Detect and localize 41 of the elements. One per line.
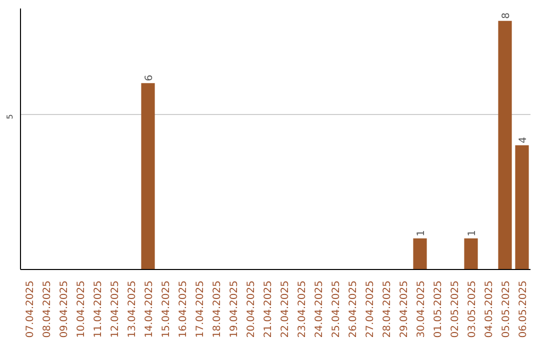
x-tick-label: 05.05.2025 [501,280,512,338]
y-tick-label: 5 [6,114,14,120]
x-tick-label: 28.04.2025 [382,280,393,338]
x-tick-label: 30.04.2025 [416,280,427,338]
x-tick-label: 15.04.2025 [161,280,172,338]
x-tick-label: 20.04.2025 [246,280,257,338]
x-tick-label: 29.04.2025 [399,280,410,338]
x-tick-label: 03.05.2025 [467,280,478,338]
bar [413,238,427,270]
bar [498,20,512,270]
data-label: 6 [144,74,155,82]
bar [515,145,529,270]
x-tick-label: 18.04.2025 [212,280,223,338]
x-tick-label: 14.04.2025 [144,280,155,338]
data-label: 4 [518,136,529,144]
x-tick-label: 24.04.2025 [314,280,325,338]
x-tick-label: 19.04.2025 [229,280,240,338]
x-tick-label: 17.04.2025 [195,280,206,338]
x-tick-label: 09.04.2025 [59,280,70,338]
x-tick-label: 01.05.2025 [433,280,444,338]
x-tick-label: 10.04.2025 [76,280,87,338]
x-tick-label: 11.04.2025 [93,280,104,338]
x-tick-label: 07.04.2025 [25,280,36,338]
x-tick-label: 23.04.2025 [297,280,308,338]
x-tick-label: 13.04.2025 [127,280,138,338]
x-tick-label: 21.04.2025 [263,280,274,338]
x-tick-label: 22.04.2025 [280,280,291,338]
data-label: 1 [467,230,478,236]
x-tick-label: 12.04.2025 [110,280,121,338]
bar [464,238,478,270]
x-tick-label: 25.04.2025 [331,280,342,338]
x-tick-label: 26.04.2025 [348,280,359,338]
x-tick-label: 16.04.2025 [178,280,189,338]
bar [141,83,155,270]
data-label: 1 [416,230,427,236]
x-tick-label: 27.04.2025 [365,280,376,338]
x-tick-label: 04.05.2025 [484,280,495,338]
x-tick-label: 06.05.2025 [518,280,529,338]
data-label: 8 [501,12,512,19]
x-tick-label: 08.04.2025 [42,280,53,338]
x-tick-label: 02.05.2025 [450,280,461,338]
